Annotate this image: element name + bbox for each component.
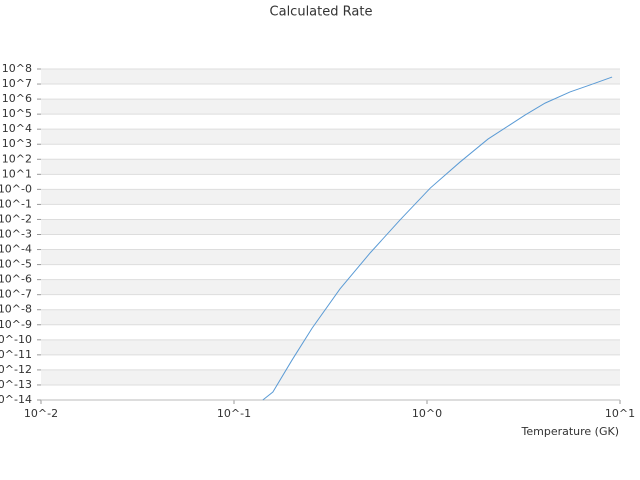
grid-band [41, 219, 620, 235]
grid-band [41, 174, 620, 190]
x-axis-label: Temperature (GK) [521, 425, 620, 438]
y-tick-label: 10^3 [2, 137, 32, 150]
grid-band [41, 279, 620, 295]
grid-band [41, 159, 620, 175]
y-tick-label: 10^-11 [0, 348, 32, 361]
y-tick-label: 10^-12 [0, 363, 32, 376]
y-tick-label: 10^5 [2, 107, 32, 120]
grid-band [41, 129, 620, 145]
chart-title: Calculated Rate [270, 5, 373, 20]
y-tick-label: 10^-4 [0, 243, 32, 256]
grid-band [41, 309, 620, 325]
x-tick-label: 10^0 [412, 407, 442, 420]
grid-band [41, 234, 620, 250]
grid-band [41, 249, 620, 265]
y-tick-label: 10^-5 [0, 258, 32, 271]
grid-band [41, 99, 620, 115]
y-tick-label: 10^-9 [0, 318, 32, 331]
grid-band [41, 369, 620, 385]
y-tick-label: 10^7 [2, 77, 32, 90]
grid-band [41, 114, 620, 130]
grid-band [41, 384, 620, 400]
grid-band [41, 354, 620, 370]
y-tick-label: 10^-13 [0, 378, 32, 391]
y-tick-label: 10^-7 [0, 288, 32, 301]
plot-background [41, 69, 620, 400]
y-tick-label: 10^8 [2, 62, 32, 75]
y-tick-label: 10^6 [2, 92, 32, 105]
y-tick-label: 10^-2 [0, 212, 32, 225]
y-tick-label: 10^1 [2, 167, 32, 180]
axes [37, 68, 621, 404]
grid-band [41, 339, 620, 355]
y-tick-label: 10^-1 [0, 197, 32, 210]
x-tick-label: 10^1 [605, 407, 635, 420]
grid-band [41, 264, 620, 280]
y-tick-label: 10^-0 [0, 182, 32, 195]
y-tick-label: 10^-3 [0, 228, 32, 241]
x-tick-label: 10^-1 [217, 407, 251, 420]
grid-band [41, 69, 620, 85]
y-tick-label: 10^-8 [0, 303, 32, 316]
y-tick-label: 10^-10 [0, 333, 32, 346]
grid-band [41, 189, 620, 205]
x-tick-label: 10^-2 [24, 407, 58, 420]
grid-band [41, 324, 620, 340]
y-tick-label: 10^4 [2, 122, 32, 135]
data-line [262, 76, 613, 401]
grid-band [41, 204, 620, 220]
y-tick-label: 10^-6 [0, 273, 32, 286]
y-tick-label: 10^-14 [0, 393, 32, 406]
grid-band [41, 144, 620, 160]
y-tick-label: 10^2 [2, 152, 32, 165]
grid-band [41, 84, 620, 100]
